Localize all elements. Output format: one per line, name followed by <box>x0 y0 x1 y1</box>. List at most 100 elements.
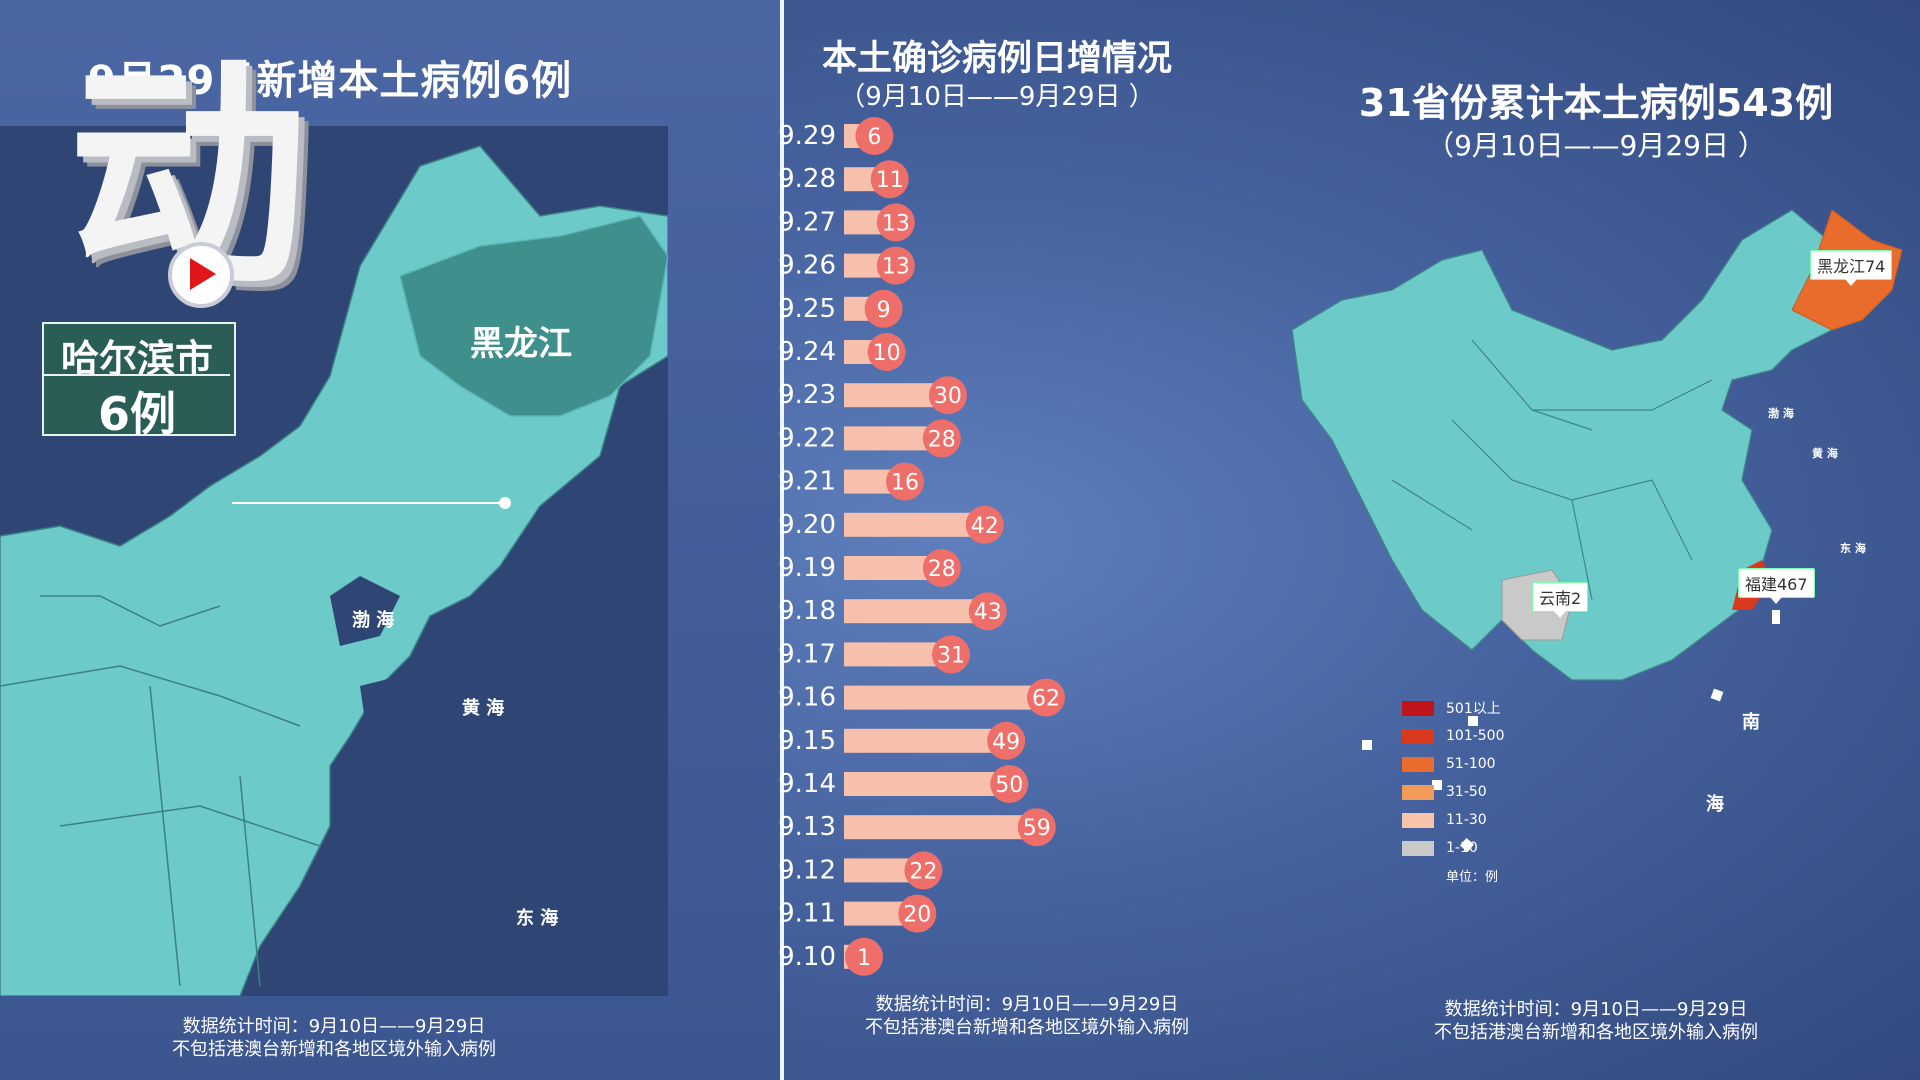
bar-9.22 <box>844 426 930 451</box>
right-map-label-donghai: 东 海 <box>1840 542 1866 555</box>
value-bubble-9.10 <box>845 937 883 976</box>
middle-footer: 数据统计时间：9月10日——9月29日 不包括港澳台新增和各地区境外输入病例 <box>782 993 1272 1039</box>
bar-9.21 <box>844 469 894 494</box>
value-bubble-9.28 <box>870 160 909 199</box>
bar-9.16 <box>844 685 1034 710</box>
value-bubble-9.14 <box>990 765 1029 803</box>
bar-9.11 <box>844 901 906 926</box>
value-bubble-9.11 <box>898 894 937 933</box>
harbin-count: 6例 <box>44 374 230 444</box>
data-label-9.14: 50 <box>995 773 1023 798</box>
legend-swatch-2 <box>1402 728 1434 744</box>
right-map-label-hai: 海 <box>1706 794 1724 815</box>
legend-label-5: 11-30 <box>1446 812 1487 828</box>
right-footer-line1: 数据统计时间：9月10日——9月29日 <box>1444 999 1748 1020</box>
tick-label-9.11: 9.11 <box>778 899 836 929</box>
legend-row-1: 501以上 <box>1402 694 1505 722</box>
left-footer: 数据统计时间：9月10日——9月29日 不包括港澳台新增和各地区境外输入病例 <box>0 1015 668 1061</box>
data-label-9.13: 59 <box>1023 816 1051 841</box>
value-bubble-9.29 <box>855 117 894 155</box>
bar-9.12 <box>844 858 912 883</box>
tick-label-9.29: 9.29 <box>778 121 836 151</box>
data-label-9.11: 20 <box>903 903 931 928</box>
data-label-9.25: 9 <box>877 298 891 323</box>
right-footer-line2: 不包括港澳台新增和各地区境外输入病例 <box>1434 1022 1758 1043</box>
right-title: 31省份累计本土病例543例 <box>1358 81 1834 125</box>
map-label-donghai: 东 海 <box>516 908 559 929</box>
panel-divider <box>780 0 784 1080</box>
data-label-9.22: 28 <box>928 427 956 452</box>
tick-label-9.16: 9.16 <box>778 683 836 713</box>
value-bubble-9.18 <box>968 592 1007 631</box>
value-bubble-9.13 <box>1017 808 1056 847</box>
tick-label-9.25: 9.25 <box>778 294 836 324</box>
tick-label-9.10: 9.10 <box>778 942 836 972</box>
tick-label-9.17: 9.17 <box>778 639 836 669</box>
left-panel: 9月29日新增本土病例6例 黑龙江 渤 海 黄 海 东 海 动 哈尔滨市 6例 … <box>0 0 782 1080</box>
map-tag-yunnan: 云南2 <box>1532 582 1589 618</box>
map-label-bohai: 渤 海 <box>352 610 395 631</box>
value-bubble-9.27 <box>876 203 915 242</box>
map-legend: 501以上 101-500 51-100 31-50 11-30 1-10 单位… <box>1402 694 1505 885</box>
bar-9.14 <box>844 772 998 796</box>
legend-row-4: 31-50 <box>1402 778 1505 806</box>
bar-9.17 <box>844 642 939 667</box>
value-bubble-9.12 <box>904 851 943 890</box>
value-bubble-9.19 <box>922 549 961 587</box>
bar-9.20 <box>844 512 973 537</box>
legend-row-5: 11-30 <box>1402 806 1505 834</box>
right-footer: 数据统计时间：9月10日——9月29日 不包括港澳台新增和各地区境外输入病例 <box>1272 998 1920 1044</box>
middle-footer-line1: 数据统计时间：9月10日——9月29日 <box>875 994 1179 1015</box>
legend-label-2: 101-500 <box>1446 728 1505 744</box>
tick-label-9.28: 9.28 <box>778 164 836 194</box>
legend-label-1: 501以上 <box>1446 701 1501 717</box>
map-label-huanghai: 黄 海 <box>462 698 505 719</box>
tick-label-9.19: 9.19 <box>778 553 836 583</box>
data-label-9.27: 13 <box>882 211 910 236</box>
data-label-9.18: 43 <box>974 600 1002 625</box>
legend-swatch-1 <box>1402 700 1434 716</box>
right-map-label-huanghai: 黄 海 <box>1812 447 1838 460</box>
data-label-9.28: 11 <box>876 168 904 193</box>
legend-label-3: 51-100 <box>1446 756 1496 772</box>
tick-label-9.20: 9.20 <box>778 510 836 540</box>
tick-label-9.22: 9.22 <box>778 423 836 453</box>
tick-label-9.13: 9.13 <box>778 812 836 842</box>
value-bubble-9.20 <box>965 505 1004 544</box>
tick-label-9.14: 9.14 <box>778 769 836 799</box>
right-map-label-bohai: 渤 海 <box>1768 407 1794 420</box>
legend-swatch-5 <box>1402 812 1434 828</box>
bar-9.15 <box>844 728 995 753</box>
harbin-callout: 哈尔滨市 6例 <box>42 322 236 441</box>
legend-row-2: 101-500 <box>1402 722 1505 750</box>
value-bubble-9.24 <box>867 333 906 371</box>
data-label-9.19: 28 <box>928 557 956 582</box>
tick-label-9.26: 9.26 <box>778 251 836 281</box>
china-map-svg <box>1291 209 1903 853</box>
right-subtitle: （9月10日——9月29日 ） <box>1426 129 1766 162</box>
chart-title: 本土确诊病例日增情况 <box>821 39 1172 79</box>
bar-9.18 <box>844 599 976 624</box>
chart-subtitle: （9月10日——9月29日 ） <box>839 82 1155 112</box>
data-label-9.12: 22 <box>909 859 937 884</box>
legend-label-4: 31-50 <box>1446 784 1487 800</box>
right-panel: 31省份累计本土病例543例 （9月10日——9月29日 ） 黑龙江74 福建4… <box>1272 0 1920 1080</box>
value-bubble-9.16 <box>1027 678 1065 717</box>
value-bubble-9.25 <box>864 289 903 328</box>
tick-label-9.15: 9.15 <box>778 726 836 756</box>
play-icon <box>168 242 234 308</box>
map-tag-fujian: 福建467 <box>1738 568 1815 604</box>
value-bubble-9.17 <box>932 635 970 674</box>
tick-label-9.27: 9.27 <box>778 207 836 237</box>
value-bubble-9.26 <box>876 246 915 285</box>
bar-9.13 <box>844 815 1025 840</box>
value-bubble-9.15 <box>987 721 1026 760</box>
left-footer-line2: 不包括港澳台新增和各地区境外输入病例 <box>172 1039 496 1060</box>
data-label-9.26: 13 <box>882 255 910 280</box>
data-label-9.17: 31 <box>937 643 965 668</box>
data-label-9.15: 49 <box>992 730 1020 755</box>
legend-swatch-3 <box>1402 756 1434 772</box>
middle-footer-line2: 不包括港澳台新增和各地区境外输入病例 <box>865 1017 1189 1038</box>
legend-label-6: 1-10 <box>1446 840 1478 856</box>
northeast-map: 黑龙江 渤 海 黄 海 东 海 <box>0 126 668 996</box>
